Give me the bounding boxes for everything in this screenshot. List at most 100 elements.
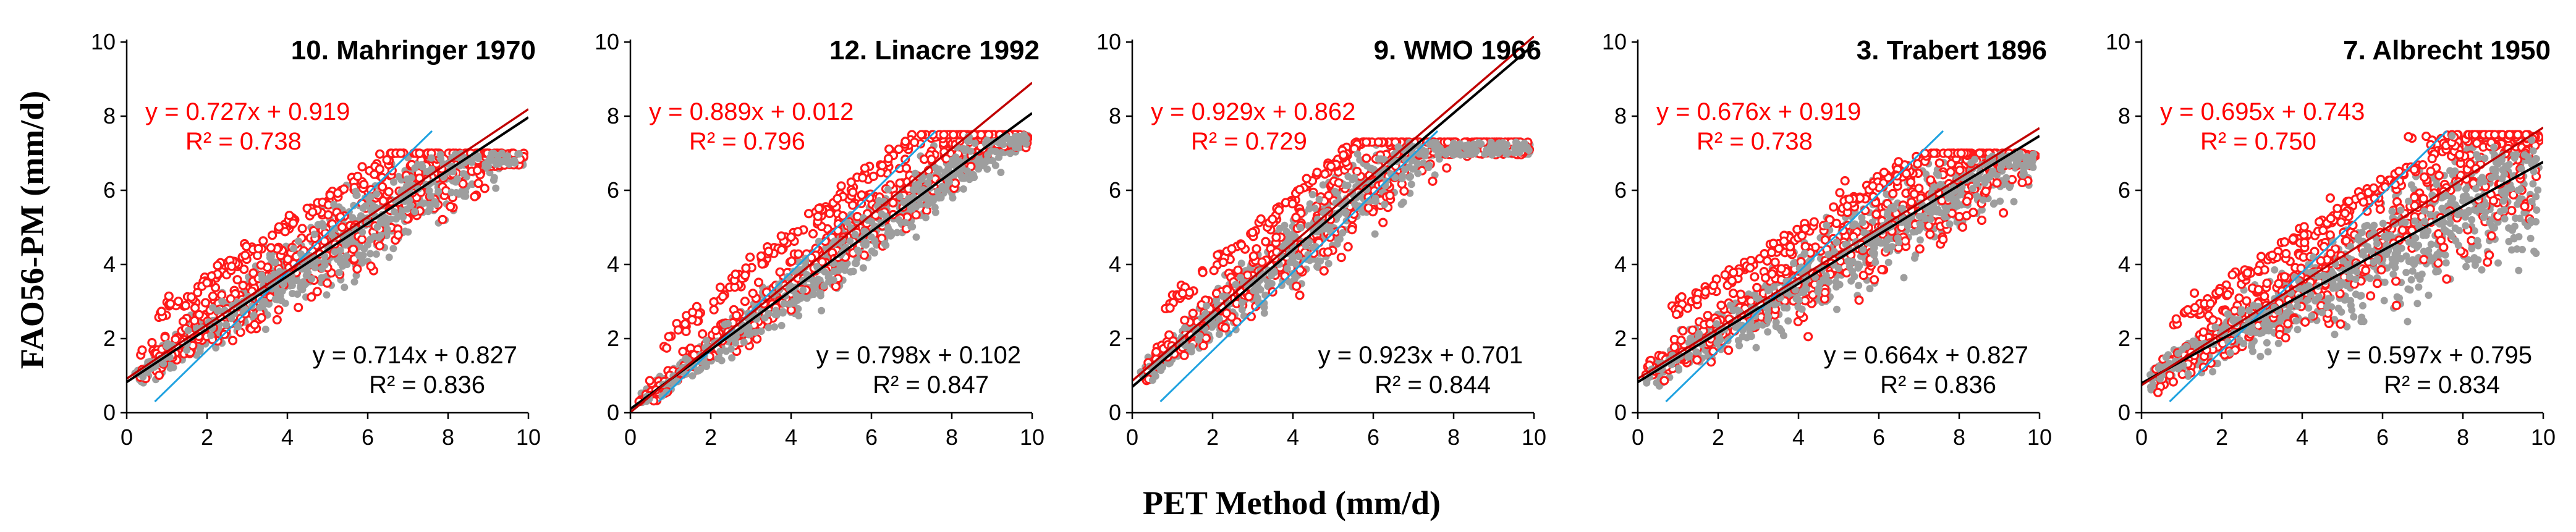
- y-tick-label: 0: [1109, 400, 1121, 425]
- gray-point: [337, 247, 344, 254]
- gray-point: [411, 164, 418, 172]
- gray-point: [860, 264, 867, 272]
- red-point: [776, 268, 784, 276]
- gray-point: [1433, 143, 1440, 150]
- gray-point: [336, 269, 343, 276]
- y-tick-label: 6: [1109, 177, 1121, 203]
- red-point: [719, 293, 727, 300]
- gray-point: [1408, 180, 1415, 188]
- gray-point: [971, 140, 978, 147]
- gray-point: [1195, 336, 1202, 344]
- red-point: [473, 167, 481, 174]
- gray-point: [771, 323, 778, 331]
- red-point: [787, 234, 795, 241]
- red-point: [257, 261, 265, 269]
- x-tick-label: 4: [785, 424, 797, 450]
- gray-point: [1405, 163, 1413, 171]
- gray-point: [1336, 235, 1344, 243]
- red-point: [1375, 138, 1382, 146]
- gray-point: [434, 188, 442, 195]
- y-tick-label: 6: [607, 177, 619, 203]
- y-tick-label: 10: [1096, 29, 1121, 54]
- red-point: [896, 179, 904, 187]
- red-point: [210, 292, 217, 300]
- gray-point: [279, 287, 286, 295]
- gray-point: [1900, 274, 1908, 281]
- x-tick-label: 8: [442, 424, 454, 450]
- gray-point: [352, 188, 360, 195]
- gray-equation: y = 0.923x + 0.701: [1318, 342, 1523, 369]
- red-point: [1292, 214, 1300, 221]
- gray-point: [932, 164, 939, 172]
- red-point: [1210, 267, 1218, 274]
- gray-point: [311, 230, 318, 238]
- x-tick-label: 4: [1287, 424, 1299, 450]
- y-tick-label: 10: [595, 29, 619, 54]
- gray-point: [1019, 132, 1027, 140]
- red-point: [148, 339, 156, 347]
- gray-point: [778, 322, 786, 329]
- red-point: [847, 179, 855, 186]
- red-point: [777, 232, 785, 240]
- red-point: [837, 182, 845, 190]
- y-tick-label: 0: [607, 400, 619, 425]
- y-tick-label: 2: [607, 326, 619, 351]
- gray-point: [931, 204, 939, 211]
- gray-point: [799, 287, 807, 294]
- red-point: [674, 326, 682, 334]
- red-point: [859, 174, 866, 182]
- red-point: [1344, 243, 1352, 250]
- red-point: [1349, 226, 1356, 234]
- red-point: [1443, 164, 1451, 172]
- red-point: [765, 248, 773, 255]
- gray-point: [295, 237, 302, 245]
- red-point: [1179, 290, 1186, 297]
- gray-point: [999, 141, 1007, 148]
- red-point: [1303, 175, 1310, 182]
- gray-point: [922, 214, 930, 221]
- gray-point: [351, 278, 358, 285]
- red-point: [1223, 310, 1231, 317]
- gray-point: [461, 188, 468, 196]
- gray-point: [966, 175, 973, 183]
- red-equation: y = 0.889x + 0.012: [649, 98, 854, 125]
- red-point: [1253, 245, 1260, 253]
- gray-point: [475, 154, 482, 162]
- gray-point: [863, 239, 870, 247]
- gray-point: [357, 212, 365, 219]
- red-point: [286, 212, 293, 219]
- gray-point: [1351, 201, 1358, 208]
- gray-point: [765, 310, 772, 317]
- gray-point: [1441, 150, 1448, 157]
- y-tick-label: 8: [1109, 103, 1121, 129]
- gray-point: [402, 227, 409, 235]
- gray-point: [1014, 140, 1022, 148]
- red-point: [1199, 269, 1206, 276]
- red-fit-line: [1132, 36, 1534, 381]
- gray-point: [272, 258, 279, 266]
- red-point: [1223, 286, 1231, 293]
- red-point: [879, 162, 886, 169]
- red-point: [682, 327, 690, 335]
- gray-point: [727, 345, 735, 353]
- red-point: [1379, 219, 1387, 226]
- gray-point: [758, 327, 765, 335]
- gray-point: [894, 229, 901, 236]
- red-point: [1181, 316, 1188, 324]
- red-point: [156, 371, 163, 379]
- gray-point: [997, 169, 1004, 176]
- red-point: [688, 316, 696, 324]
- red-point: [191, 317, 198, 324]
- gray-point: [1855, 282, 1862, 289]
- gray-point: [290, 245, 297, 252]
- red-point: [182, 302, 189, 310]
- gray-r2: R² = 0.844: [1375, 371, 1491, 399]
- red-point: [1228, 245, 1235, 253]
- gray-point: [207, 332, 214, 339]
- gray-point: [790, 300, 798, 307]
- gray-point: [1405, 174, 1413, 181]
- gray-point: [1866, 285, 1873, 292]
- red-point: [339, 224, 346, 231]
- red-point: [192, 304, 199, 311]
